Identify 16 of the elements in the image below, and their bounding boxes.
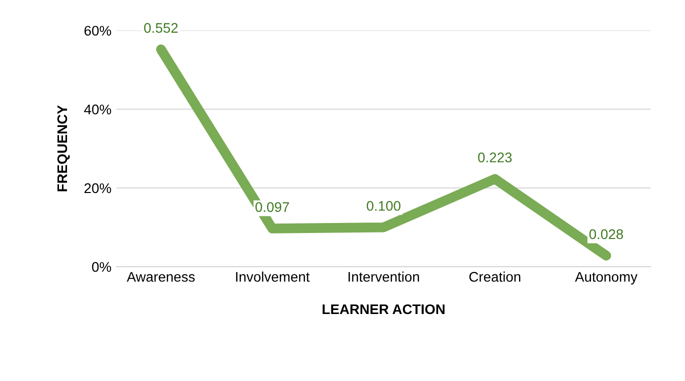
y-tick-label: 0% bbox=[92, 262, 112, 272]
data-label: 0.097 bbox=[255, 202, 289, 212]
x-tick-label: Creation bbox=[469, 272, 520, 282]
x-tick-label: Intervention bbox=[348, 272, 419, 282]
x-tick-label: Involvement bbox=[236, 272, 310, 282]
x-axis-title: LEARNER ACTION bbox=[322, 304, 445, 314]
x-tick-label: Autonomy bbox=[574, 272, 638, 285]
data-label: 0.552 bbox=[144, 23, 178, 33]
y-tick-label: 20% bbox=[84, 183, 112, 194]
data-label: 0.100 bbox=[366, 200, 400, 211]
data-label: 0.223 bbox=[478, 152, 512, 162]
y-tick-label: 60% bbox=[84, 26, 112, 36]
y-axis-title: FREQUENCY bbox=[57, 105, 70, 192]
y-tick-label: 40% bbox=[84, 104, 112, 114]
x-tick-label: Awareness bbox=[126, 272, 195, 282]
data-label: 0.028 bbox=[589, 229, 623, 240]
